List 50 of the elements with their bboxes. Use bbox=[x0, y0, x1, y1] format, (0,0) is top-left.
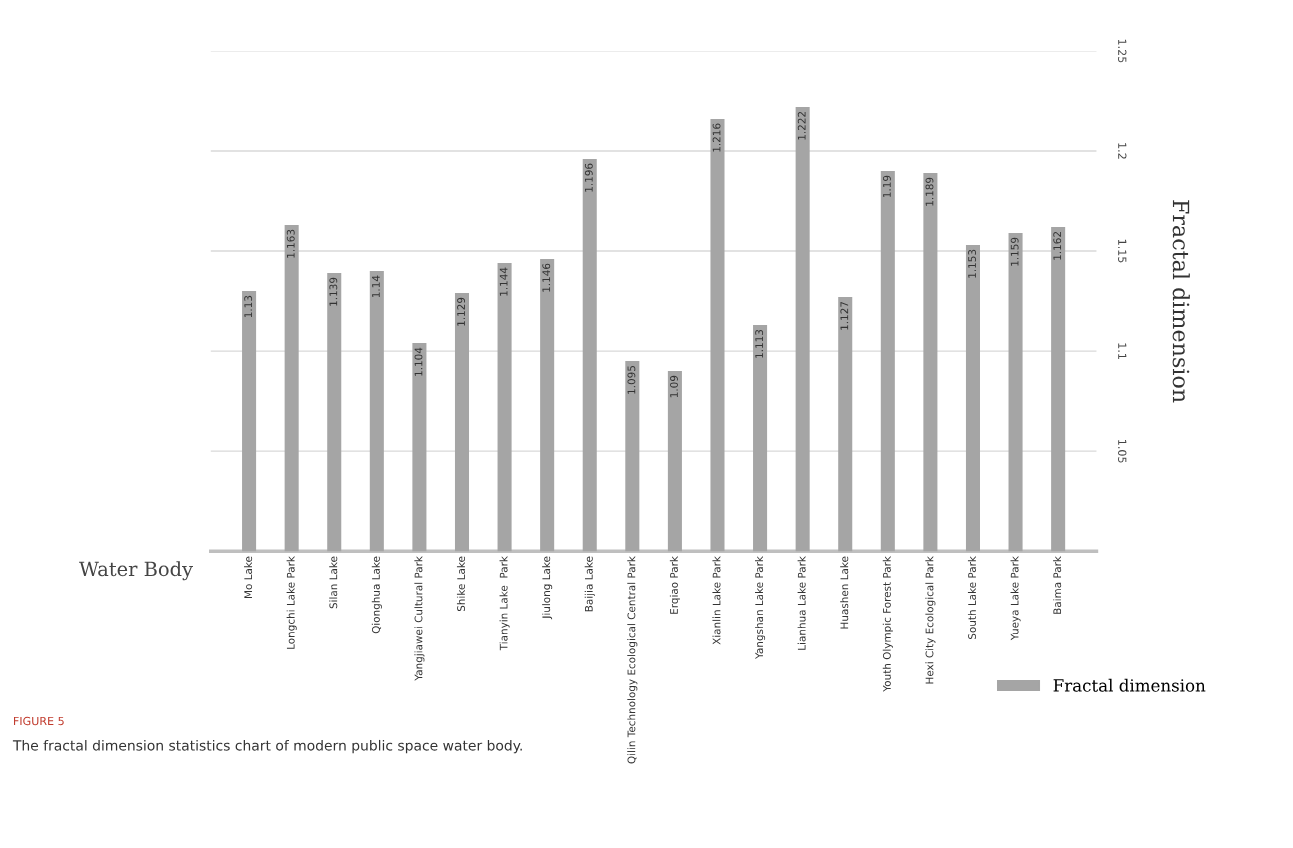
data-label: 1.113 bbox=[755, 329, 764, 358]
data-label: 1.216 bbox=[712, 123, 721, 152]
data-label: 1.222 bbox=[797, 111, 806, 140]
data-label: 1.14 bbox=[372, 275, 380, 298]
data-label: 1.127 bbox=[840, 301, 849, 330]
data-label: 1.153 bbox=[968, 249, 976, 278]
y-tick-label: 1.25 bbox=[1118, 39, 1127, 63]
data-label: 1.104 bbox=[414, 347, 423, 376]
text: The fractal dimension statistics chart of modern public space water body. bbox=[12, 739, 522, 754]
x-tick-label: Baijia Lake bbox=[584, 556, 595, 612]
x-tick-label: Baima Park bbox=[1053, 556, 1062, 614]
y-tick-label: 1.2 bbox=[1118, 143, 1127, 159]
x-tick-label: Jiulong Lake bbox=[542, 556, 553, 620]
x-tick-label: Yangjiawei Cultural Park bbox=[414, 556, 425, 681]
data-label: 1.163 bbox=[286, 229, 295, 258]
x-tick-label: Tianyin Lake Park bbox=[499, 556, 510, 651]
data-label: 1.09 bbox=[670, 375, 678, 398]
x-tick-label: Mo Lake bbox=[244, 556, 253, 598]
x-tick-label: Hexi City Ecological Park bbox=[925, 556, 936, 684]
x-tick-label: Qionghua Lake bbox=[371, 556, 382, 634]
legend-label: Fractal dimension bbox=[1053, 678, 1206, 692]
x-tick-label: Longchi Lake Park bbox=[286, 556, 297, 649]
data-label: 1.189 bbox=[925, 177, 934, 206]
data-label: 1.13 bbox=[244, 295, 253, 318]
data-label: 1.144 bbox=[499, 267, 508, 296]
caption: FIGURE 5 bbox=[14, 716, 64, 726]
data-label: 1.139 bbox=[329, 277, 338, 306]
x-tick-label: Silan Lake bbox=[329, 556, 338, 609]
data-label: 1.129 bbox=[457, 297, 466, 326]
x-tick-label: Youth Olympic Forest Park bbox=[882, 556, 893, 692]
x-axis-title: Water Body bbox=[79, 561, 193, 581]
y-tick-label: 1.15 bbox=[1118, 239, 1127, 263]
x-tick-label: Erqiao Park bbox=[669, 556, 680, 614]
y-axis-title: Fractal dimension bbox=[1172, 200, 1190, 403]
x-tick-label: Yangshan Lake Park bbox=[755, 556, 766, 660]
x-tick-label: South Lake Park bbox=[967, 556, 976, 640]
data-label: 1.162 bbox=[1053, 232, 1062, 260]
x-tick-label: Lianhua Lake Park bbox=[797, 556, 806, 650]
data-label: 1.196 bbox=[584, 163, 593, 192]
y-tick-label: 1.05 bbox=[1118, 439, 1127, 463]
data-label: 1.19 bbox=[882, 175, 891, 198]
x-tick-label: Huashen Lake bbox=[840, 556, 849, 629]
data-label: 1.159 bbox=[1010, 237, 1019, 266]
data-label: 1.095 bbox=[627, 365, 636, 394]
y-tick-label: 1.1 bbox=[1118, 343, 1127, 359]
x-tick-label: Qilin Technology Ecological Central Park bbox=[627, 556, 638, 764]
x-tick-label: Shike Lake bbox=[456, 556, 466, 612]
x-tick-label: Yueya Lake Park bbox=[1010, 556, 1021, 641]
x-tick-label: Xianlin Lake Park bbox=[712, 556, 721, 645]
data-label: 1.146 bbox=[542, 263, 551, 292]
